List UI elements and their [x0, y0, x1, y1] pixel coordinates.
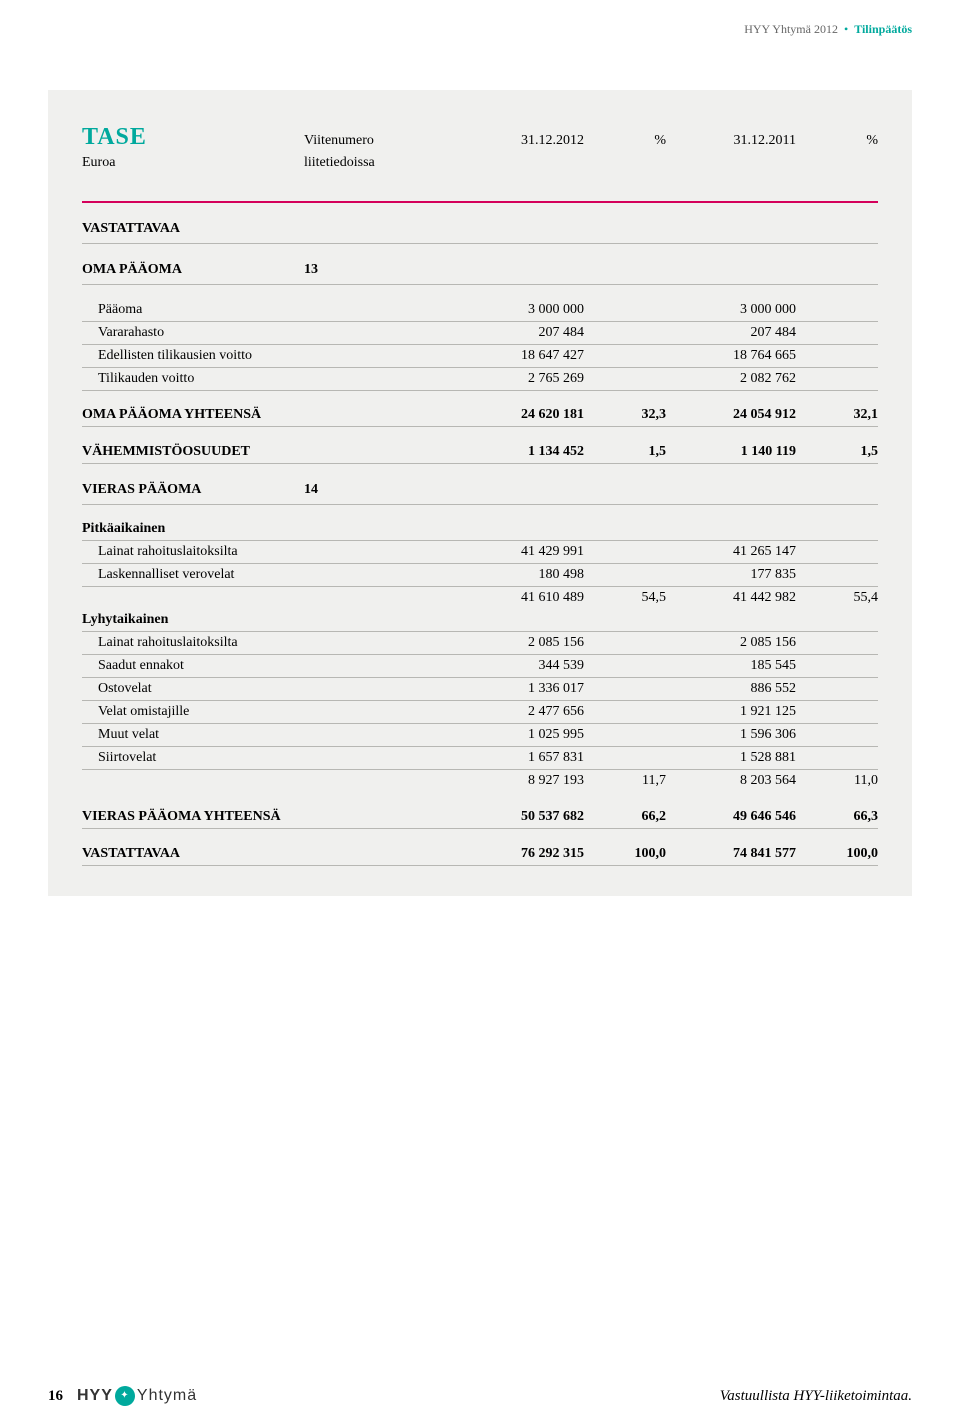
- col-pct2: %: [796, 133, 878, 149]
- table-row: Tilikauden voitto2 765 2692 082 762: [82, 367, 878, 390]
- table-row: Saadut ennakot344 539185 545: [82, 655, 878, 678]
- brand-logo: HYY✦Yhtymä: [77, 1386, 197, 1406]
- row-pitka-subtotal: 41 610 48954,541 442 98255,4: [82, 587, 878, 610]
- header-brand: HYY Yhtymä 2012: [744, 22, 838, 36]
- table-row: Vararahasto207 484207 484: [82, 321, 878, 344]
- table-row: Lainat rahoituslaitoksilta2 085 1562 085…: [82, 632, 878, 655]
- row-lyhytaikainen-head: Lyhytaikainen: [82, 609, 878, 631]
- liitetiedoissa-label: liitetiedoissa: [304, 155, 454, 171]
- subtitle-row: Euroa liitetiedoissa: [82, 155, 878, 171]
- section-vieras-paaoma: VIERAS PÄÄOMA14: [82, 463, 878, 504]
- row-pitkaaikainen-head: Pitkäaikainen: [82, 518, 878, 540]
- table-row: Laskennalliset verovelat180 498177 835: [82, 564, 878, 587]
- balance-sheet-panel: TASE Viitenumero 31.12.2012 % 31.12.2011…: [48, 90, 912, 896]
- row-vieras-paaoma-yhteensa: VIERAS PÄÄOMA YHTEENSÄ50 537 68266,249 6…: [82, 806, 878, 828]
- table-row: Muut velat1 025 9951 596 306: [82, 724, 878, 747]
- bullet-icon: •: [844, 22, 848, 36]
- table-row: Velat omistajille2 477 6561 921 125: [82, 701, 878, 724]
- table-row: Lainat rahoituslaitoksilta41 429 99141 2…: [82, 541, 878, 564]
- title-row: TASE Viitenumero 31.12.2012 % 31.12.2011…: [82, 124, 878, 151]
- col-date1: 31.12.2012: [454, 133, 584, 149]
- tase-title: TASE: [82, 124, 304, 151]
- section-vastattavaa: VASTATTAVAA: [82, 202, 878, 243]
- header-section: Tilinpäätös: [854, 22, 912, 36]
- footer-tagline: Vastuullista HYY-liiketoimintaa.: [720, 1388, 912, 1405]
- page-header: HYY Yhtymä 2012 • Tilinpäätös: [744, 22, 912, 37]
- row-vahemmistoosuudet: VÄHEMMISTÖOSUUDET1 134 4521,51 140 1191,…: [82, 441, 878, 463]
- row-lyhyt-subtotal: 8 927 19311,78 203 56411,0: [82, 770, 878, 793]
- col-date2: 31.12.2011: [666, 133, 796, 149]
- row-vastattavaa-total: VASTATTAVAA76 292 315100,074 841 577100,…: [82, 843, 878, 865]
- page-footer: 16 HYY✦Yhtymä Vastuullista HYY-liiketoim…: [48, 1386, 912, 1406]
- balance-sheet-table: VASTATTAVAA OMA PÄÄOMA13 Pääoma3 000 000…: [82, 195, 878, 866]
- logo-badge-icon: ✦: [115, 1386, 135, 1406]
- table-row: Edellisten tilikausien voitto18 647 4271…: [82, 344, 878, 367]
- row-oma-paaoma-yhteensa: OMA PÄÄOMA YHTEENSÄ24 620 18132,324 054 …: [82, 404, 878, 426]
- table-row: Siirtovelat1 657 8311 528 881: [82, 747, 878, 770]
- col-viitenumero: Viitenumero: [304, 133, 454, 149]
- euroa-label: Euroa: [82, 155, 304, 171]
- col-pct1: %: [584, 133, 666, 149]
- page-number: 16: [48, 1388, 63, 1405]
- section-oma-paaoma: OMA PÄÄOMA13: [82, 244, 878, 285]
- table-row: Pääoma3 000 0003 000 000: [82, 299, 878, 321]
- table-row: Ostovelat1 336 017886 552: [82, 678, 878, 701]
